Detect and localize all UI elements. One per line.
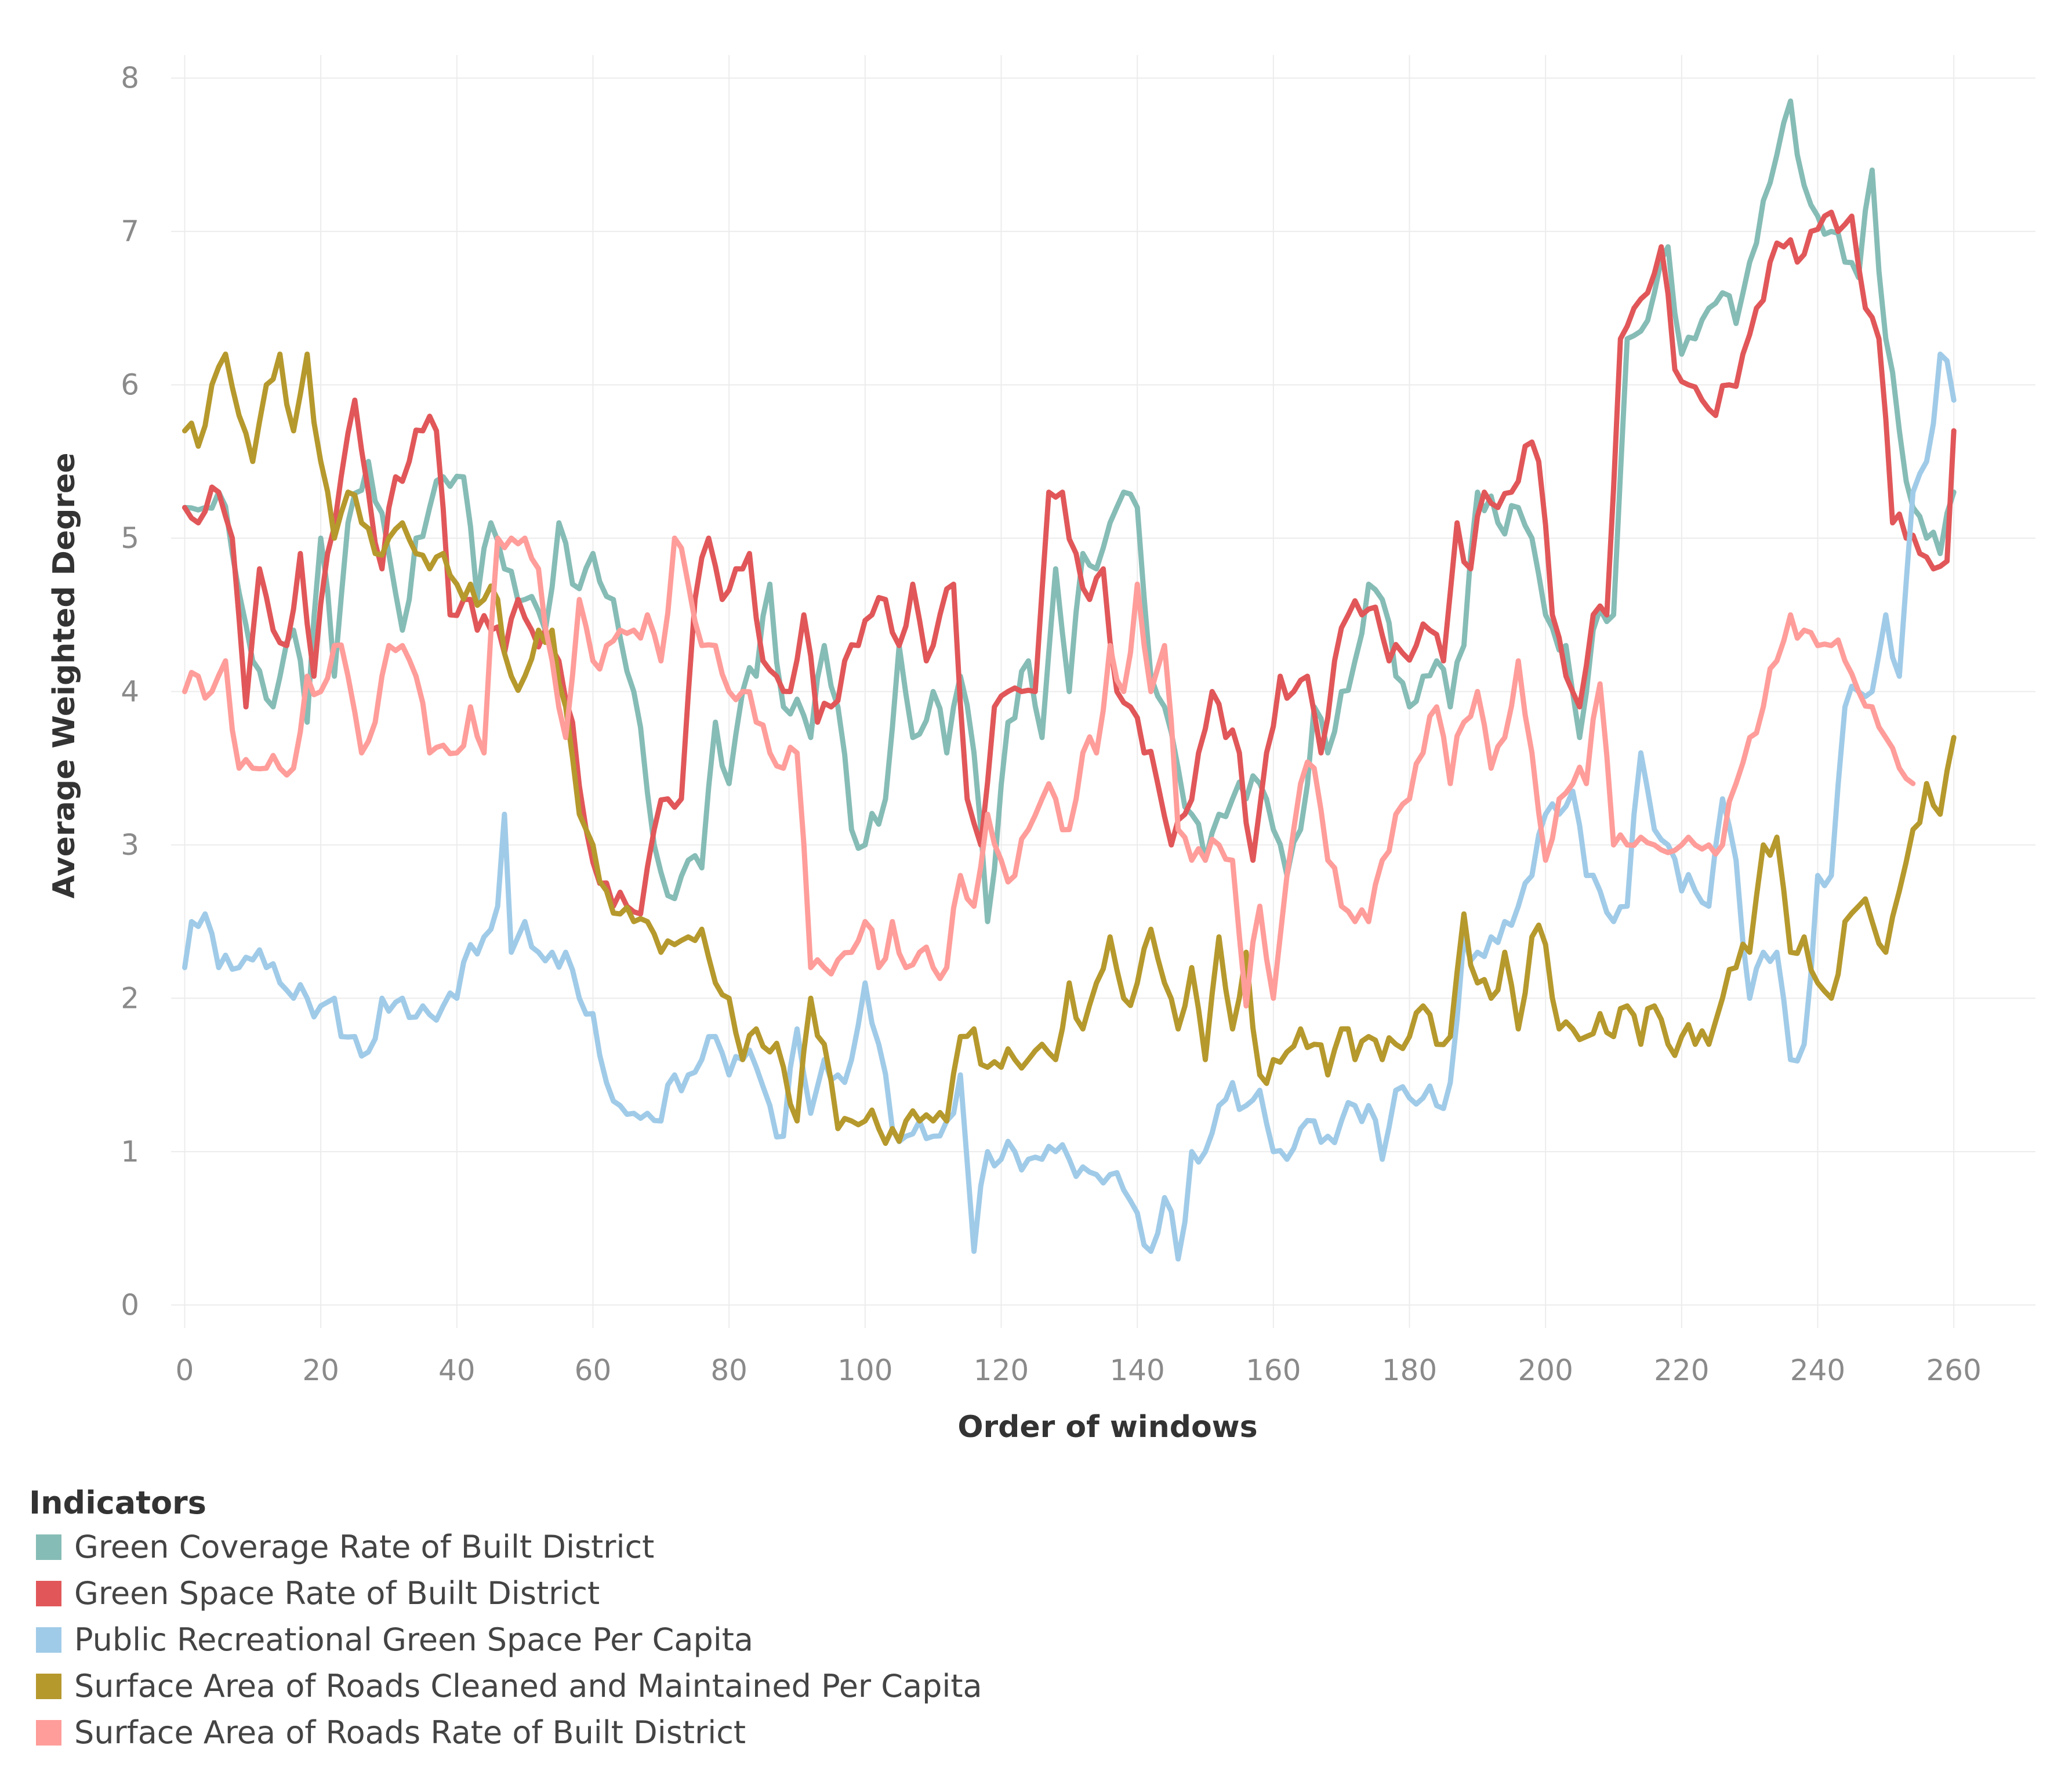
series-line-green-space — [182, 209, 1957, 917]
y-tick-label: 4 — [121, 675, 139, 709]
legend-swatch — [36, 1534, 61, 1560]
legend-label: Surface Area of Roads Rate of Built Dist… — [74, 1714, 746, 1751]
y-tick-label: 0 — [121, 1288, 139, 1322]
legend-swatch — [36, 1674, 61, 1699]
x-tick-label: 180 — [1382, 1354, 1437, 1387]
legend-label: Green Coverage Rate of Built District — [74, 1529, 654, 1565]
y-axis-title: Average Weighted Degree — [47, 452, 82, 898]
x-tick-label: 20 — [302, 1354, 339, 1387]
series-line-roads-cleaned — [182, 351, 1957, 1146]
series-layer — [182, 98, 1957, 1262]
y-tick-label: 8 — [121, 61, 139, 95]
x-tick-label: 140 — [1109, 1354, 1164, 1387]
x-tick-label: 100 — [837, 1354, 892, 1387]
x-tick-label: 160 — [1246, 1354, 1301, 1387]
x-tick-label: 120 — [974, 1354, 1029, 1387]
legend-label: Surface Area of Roads Cleaned and Mainta… — [74, 1668, 982, 1704]
x-tick-label: 220 — [1654, 1354, 1709, 1387]
x-tick-label: 40 — [438, 1354, 476, 1387]
x-tick-label: 0 — [176, 1354, 194, 1387]
y-tick-label: 6 — [121, 368, 139, 402]
y-tick-label: 2 — [121, 981, 139, 1015]
legend-label: Public Recreational Green Space Per Capi… — [74, 1621, 753, 1658]
x-tick-label: 240 — [1790, 1354, 1845, 1387]
series-line-roads-rate — [182, 535, 1916, 1009]
legend-title: Indicators — [29, 1485, 206, 1521]
x-tick-label: 80 — [710, 1354, 747, 1387]
x-tick-label: 200 — [1518, 1354, 1573, 1387]
y-tick-label: 7 — [121, 215, 139, 248]
y-tick-label: 1 — [121, 1135, 139, 1169]
legend-swatch — [36, 1720, 61, 1746]
legend-label: Green Space Rate of Built District — [74, 1575, 600, 1612]
series-line-public-green — [182, 351, 1957, 1262]
legend-items: Green Coverage Rate of Built District Gre… — [36, 1529, 982, 1751]
y-tick-label: 5 — [121, 521, 139, 555]
x-tick-label: 260 — [1926, 1354, 1981, 1387]
legend-swatch — [36, 1627, 61, 1653]
y-tick-label: 3 — [121, 828, 139, 862]
x-tick-label: 60 — [575, 1354, 612, 1387]
legend-swatch — [36, 1581, 61, 1606]
series-line-green-coverage — [182, 98, 1957, 924]
legend: Indicators Green Coverage Rate of Built … — [29, 1485, 982, 1751]
x-axis-title: Order of windows — [957, 1410, 1257, 1445]
